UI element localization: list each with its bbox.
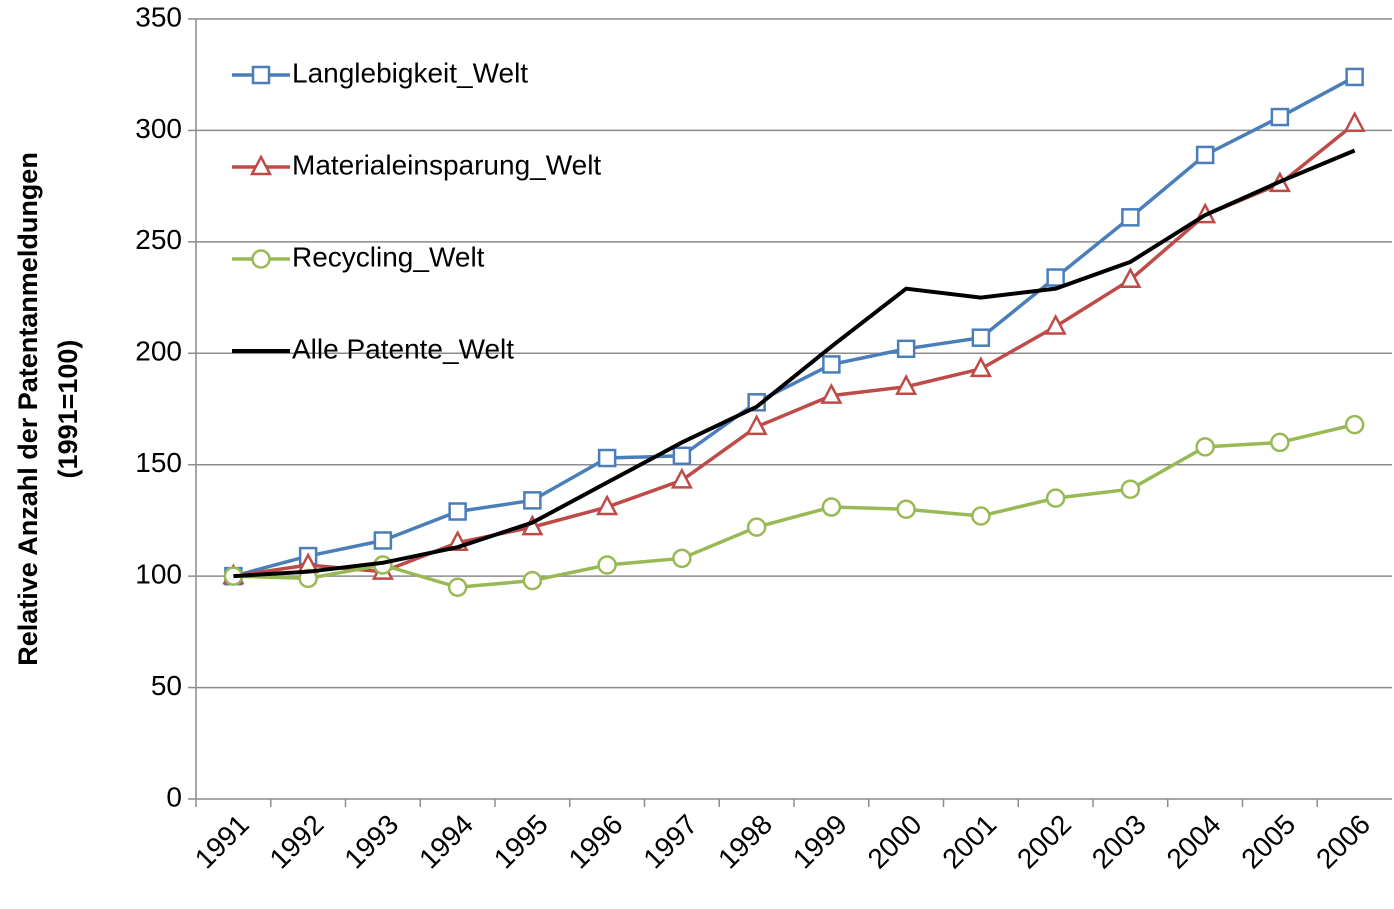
y-tick-label: 300: [135, 113, 182, 144]
marker: [1343, 111, 1366, 132]
y-tick-label: 0: [166, 781, 182, 812]
legend-label: Alle Patente_Welt: [292, 333, 514, 364]
marker: [821, 497, 842, 517]
series-line: [233, 422, 1356, 590]
y-tick-label: 50: [151, 670, 182, 701]
marker: [251, 65, 271, 85]
x-tick-label: 1996: [563, 809, 629, 875]
legend-label: Langlebigkeit_Welt: [292, 57, 528, 88]
marker: [373, 531, 393, 550]
marker: [896, 339, 916, 359]
marker: [1119, 267, 1142, 288]
marker: [971, 328, 991, 347]
marker: [1121, 208, 1140, 227]
marker: [895, 374, 918, 395]
marker: [597, 448, 617, 468]
x-tick-label: 1994: [413, 809, 479, 875]
marker: [969, 356, 992, 378]
marker: [1344, 414, 1365, 435]
y-tick-label: 100: [135, 559, 182, 590]
x-tick-label: 2000: [862, 809, 928, 875]
marker: [1044, 313, 1067, 335]
y-tick-label: 350: [135, 1, 182, 32]
marker: [251, 249, 271, 269]
marker: [522, 570, 543, 591]
x-tick-label: 2001: [936, 809, 1002, 875]
marker: [1046, 268, 1065, 287]
marker: [1270, 107, 1290, 127]
marker: [448, 502, 467, 521]
marker: [670, 467, 693, 489]
x-tick-label: 1997: [637, 809, 703, 875]
marker: [1120, 479, 1141, 499]
marker: [447, 577, 468, 598]
series-line: [232, 75, 1356, 578]
series-line: [233, 122, 1356, 578]
marker: [249, 154, 273, 176]
marker: [745, 414, 768, 436]
y-axis-label: Relative Anzahl der Patentanmeldungen: [13, 152, 43, 666]
marker: [672, 548, 692, 569]
marker: [1270, 432, 1290, 453]
marker: [596, 494, 619, 516]
y-axis-label: (1991=100): [53, 340, 83, 479]
marker: [523, 491, 542, 510]
marker: [1345, 67, 1364, 87]
x-tick-label: 1999: [787, 809, 853, 875]
marker: [597, 555, 617, 575]
marker: [672, 446, 692, 466]
x-tick-label: 1995: [488, 809, 554, 875]
marker: [746, 517, 767, 537]
x-tick-label: 1992: [264, 809, 330, 875]
x-tick-label: 1991: [189, 809, 255, 875]
marker: [820, 382, 843, 404]
marker: [971, 506, 991, 526]
marker: [822, 355, 841, 374]
y-tick-label: 250: [135, 224, 182, 255]
legend-label: Materialeinsparung_Welt: [292, 149, 601, 180]
y-tick-label: 200: [135, 336, 182, 367]
x-tick-label: 2006: [1310, 809, 1376, 875]
x-tick-label: 2003: [1086, 809, 1152, 875]
marker: [896, 499, 916, 520]
x-tick-label: 2005: [1235, 809, 1301, 875]
x-tick-label: 2004: [1161, 809, 1227, 875]
marker: [1045, 488, 1066, 508]
marker: [1195, 437, 1215, 457]
x-tick-label: 1993: [338, 809, 404, 875]
legend-label: Recycling_Welt: [292, 241, 485, 272]
series-line: [233, 148, 1356, 579]
x-tick-label: 2002: [1011, 809, 1077, 875]
marker: [1195, 145, 1215, 165]
y-tick-label: 150: [135, 447, 182, 478]
x-tick-label: 1998: [712, 809, 778, 875]
